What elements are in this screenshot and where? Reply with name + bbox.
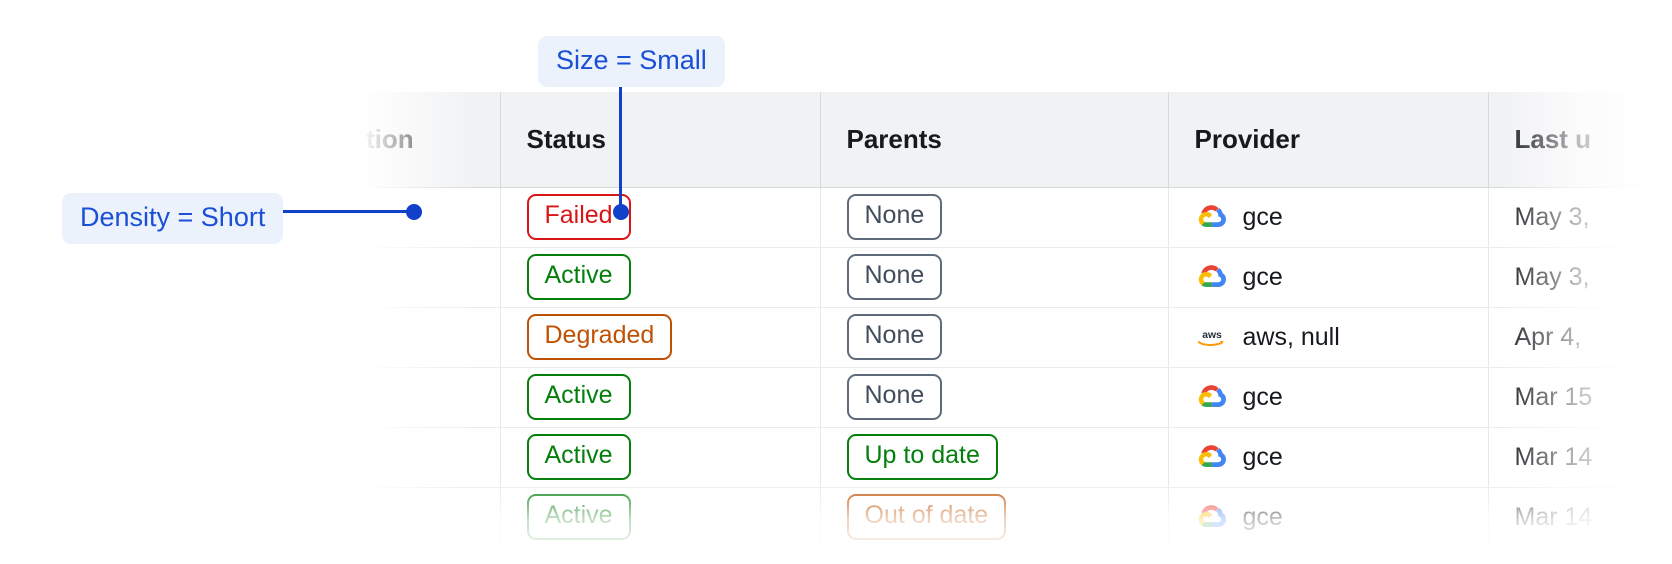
google-cloud-icon bbox=[1195, 200, 1229, 234]
parents-badge: Up to date bbox=[846, 434, 998, 480]
cell-provider: gce bbox=[1168, 187, 1489, 248]
status-badge: Failed bbox=[526, 194, 631, 240]
column-header-updated[interactable]: Last u bbox=[1488, 92, 1672, 188]
annotation-dot-size bbox=[613, 204, 629, 220]
provider-name: gce bbox=[1242, 382, 1283, 411]
google-cloud-icon bbox=[1195, 380, 1229, 414]
parents-badge: Out of date bbox=[846, 494, 1007, 540]
provider-cell: gce bbox=[1195, 380, 1462, 414]
left-mask bbox=[0, 0, 340, 564]
cell-parents: None bbox=[820, 187, 1169, 248]
cell-last-updated: Mar 14 bbox=[1488, 427, 1672, 488]
table-body: Failed None gce May 3, Active None gce May 3, De… bbox=[340, 187, 1672, 548]
column-header-parents[interactable]: Parents bbox=[820, 92, 1169, 188]
cell-action bbox=[340, 307, 501, 368]
provider-cell: aws aws, null bbox=[1195, 320, 1462, 354]
parents-badge: None bbox=[846, 254, 943, 300]
cell-parents: None bbox=[820, 247, 1169, 308]
cell-status: Active bbox=[500, 487, 821, 548]
column-header-status[interactable]: Status bbox=[500, 92, 821, 188]
cell-status: Degraded bbox=[500, 307, 821, 368]
parents-badge: None bbox=[846, 194, 943, 240]
cell-parents: None bbox=[820, 367, 1169, 428]
cell-status: Failed bbox=[500, 187, 821, 248]
status-badge: Active bbox=[526, 494, 631, 540]
cell-action bbox=[340, 367, 501, 428]
provider-cell: gce bbox=[1195, 200, 1462, 234]
table-row[interactable]: Active Up to date gce Mar 14 bbox=[340, 427, 1672, 488]
aws-icon: aws bbox=[1195, 320, 1229, 354]
parents-badge: None bbox=[846, 314, 943, 360]
status-badge: Active bbox=[526, 374, 631, 420]
table-row[interactable]: Active None gce May 3, bbox=[340, 247, 1672, 308]
cell-status: Active bbox=[500, 367, 821, 428]
provider-name: gce bbox=[1242, 442, 1283, 471]
google-cloud-icon bbox=[1195, 500, 1229, 534]
cell-action bbox=[340, 247, 501, 308]
google-cloud-icon bbox=[1195, 260, 1229, 294]
provider-name: gce bbox=[1242, 202, 1283, 231]
cell-parents: Out of date bbox=[820, 487, 1169, 548]
google-cloud-icon bbox=[1195, 440, 1229, 474]
annotation-dot-density bbox=[406, 204, 422, 220]
resource-table: tion Status Parents Provider Last u Fail… bbox=[340, 92, 1672, 548]
table-row[interactable]: Active None gce Mar 15 bbox=[340, 367, 1672, 428]
cell-parents: Up to date bbox=[820, 427, 1169, 488]
cell-last-updated: May 3, bbox=[1488, 247, 1672, 308]
status-badge: Active bbox=[526, 254, 631, 300]
cell-provider: aws aws, null bbox=[1168, 307, 1489, 368]
cell-parents: None bbox=[820, 307, 1169, 368]
provider-name: gce bbox=[1242, 262, 1283, 291]
cell-last-updated: Mar 15 bbox=[1488, 367, 1672, 428]
provider-name: gce bbox=[1242, 502, 1283, 531]
cell-last-updated: Mar 14 bbox=[1488, 487, 1672, 548]
annotation-label-density: Density = Short bbox=[62, 193, 284, 244]
cell-provider: gce bbox=[1168, 247, 1489, 308]
cell-action bbox=[340, 487, 501, 548]
column-header-provider[interactable]: Provider bbox=[1168, 92, 1489, 188]
provider-cell: gce bbox=[1195, 260, 1462, 294]
status-badge: Degraded bbox=[526, 314, 673, 360]
cell-action bbox=[340, 427, 501, 488]
parents-badge: None bbox=[846, 374, 943, 420]
resource-table-container[interactable]: tion Status Parents Provider Last u Fail… bbox=[340, 92, 1672, 564]
cell-last-updated: Apr 4, bbox=[1488, 307, 1672, 368]
table-row[interactable]: Failed None gce May 3, bbox=[340, 187, 1672, 248]
annotation-connector-size bbox=[619, 74, 622, 210]
cell-provider: gce bbox=[1168, 427, 1489, 488]
provider-name: aws, null bbox=[1242, 322, 1340, 351]
table-header: tion Status Parents Provider Last u bbox=[340, 92, 1672, 188]
svg-text:aws: aws bbox=[1202, 330, 1222, 341]
provider-cell: gce bbox=[1195, 500, 1462, 534]
cell-status: Active bbox=[500, 247, 821, 308]
cell-status: Active bbox=[500, 427, 821, 488]
column-header-action[interactable]: tion bbox=[340, 92, 501, 188]
status-badge: Active bbox=[526, 434, 631, 480]
annotation-label-size: Size = Small bbox=[538, 36, 725, 87]
table-row[interactable]: Active Out of date gce Mar 14 bbox=[340, 487, 1672, 548]
cell-provider: gce bbox=[1168, 367, 1489, 428]
cell-last-updated: May 3, bbox=[1488, 187, 1672, 248]
annotation-connector-density bbox=[272, 210, 418, 213]
cell-provider: gce bbox=[1168, 487, 1489, 548]
provider-cell: gce bbox=[1195, 440, 1462, 474]
table-row[interactable]: Degraded None aws aws, null Apr 4, bbox=[340, 307, 1672, 368]
table-header-row: tion Status Parents Provider Last u bbox=[340, 92, 1672, 188]
